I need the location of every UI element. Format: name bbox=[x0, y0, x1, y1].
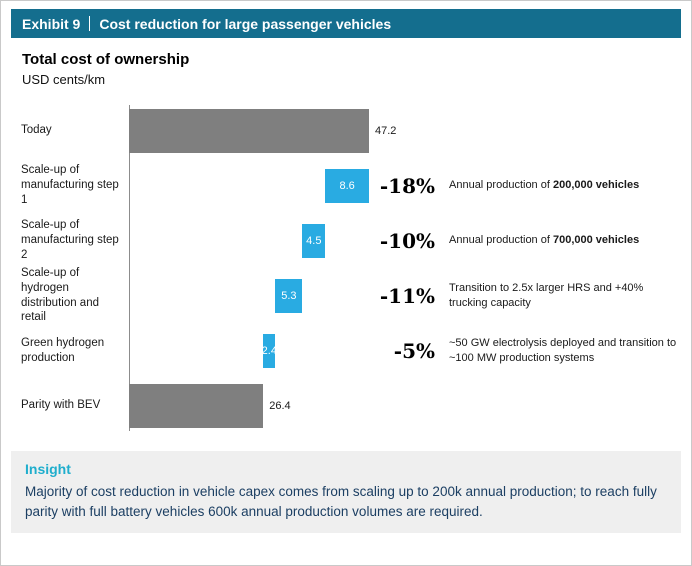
annotation: Annual production of 200,000 vehicles bbox=[435, 178, 681, 193]
chart-rows: Today 47.2 Scale-up of manufacturing ste… bbox=[21, 103, 681, 433]
row-label: Parity with BEV bbox=[21, 399, 101, 412]
header-divider bbox=[89, 16, 91, 31]
bar-track: 26.4 bbox=[129, 378, 369, 433]
bar-manufacturing-step-2 bbox=[302, 223, 326, 258]
percent-label: -18% bbox=[379, 173, 435, 198]
annotation-text: ~50 GW electrolysis deployed and transit… bbox=[449, 336, 677, 364]
bar-track: 47.2 bbox=[129, 103, 396, 158]
bar-manufacturing-step-1 bbox=[325, 168, 369, 203]
bar-value: 4.5 bbox=[306, 234, 322, 247]
row-label: Scale-up of hydrogen distribution and re… bbox=[21, 266, 99, 324]
annotation-text: Annual production of bbox=[449, 234, 553, 247]
annotation-text: Transition to 2.5x larger HRS and +40% t… bbox=[449, 281, 644, 309]
bar-hydrogen-distribution bbox=[275, 278, 303, 313]
chart-row: Scale-up of manufacturing step 1 8.6 -18… bbox=[21, 158, 681, 213]
annotation-bold-text: 700,000 vehicles bbox=[552, 234, 640, 247]
bar-value: 47.2 bbox=[375, 124, 397, 137]
percent-label: -5% bbox=[393, 338, 435, 363]
exhibit-number: Exhibit 9 bbox=[22, 15, 81, 32]
exhibit-title: Cost reduction for large passenger vehic… bbox=[99, 15, 392, 32]
row-label: Scale-up of manufacturing step 2 bbox=[21, 219, 119, 261]
bar-track: 4.5 bbox=[129, 213, 369, 268]
percent-label: -10% bbox=[379, 228, 435, 253]
row-label: Green hydrogen production bbox=[21, 336, 105, 364]
chart-title-block: Total cost of ownership USD cents/km bbox=[11, 38, 681, 87]
chart-row: Scale-up of hydrogen distribution and re… bbox=[21, 266, 681, 324]
bar-value: 2.4 bbox=[261, 344, 277, 357]
bar-track: 5.3 bbox=[129, 268, 369, 323]
waterfall-chart: Today 47.2 Scale-up of manufacturing ste… bbox=[21, 103, 681, 433]
bar-track: 8.6 bbox=[129, 158, 369, 213]
bar-value: 5.3 bbox=[281, 289, 297, 302]
bar-value: 8.6 bbox=[339, 179, 355, 192]
chart-title: Total cost of ownership bbox=[22, 51, 190, 68]
row-label: Scale-up of manufacturing step 1 bbox=[21, 164, 119, 206]
annotation: Annual production of 700,000 vehicles bbox=[435, 233, 681, 248]
insight-heading: Insight bbox=[25, 461, 71, 477]
bar-green-hydrogen bbox=[263, 333, 276, 368]
annotation-text: Annual production of bbox=[449, 179, 553, 192]
chart-row: Today 47.2 bbox=[21, 103, 681, 158]
chart-row: Green hydrogen production 2.4 -5% ~50 GW… bbox=[21, 323, 681, 378]
exhibit-header-bar: Exhibit 9 Cost reduction for large passe… bbox=[11, 9, 681, 38]
bar-track: 2.4 bbox=[129, 323, 369, 378]
bar-today bbox=[129, 108, 369, 153]
chart-row: Parity with BEV 26.4 bbox=[21, 378, 681, 433]
bar-parity-with-bev bbox=[129, 383, 264, 428]
chart-row: Scale-up of manufacturing step 2 4.5 -10… bbox=[21, 213, 681, 268]
bar-value: 26.4 bbox=[269, 399, 291, 412]
chart-axis-line bbox=[129, 105, 130, 431]
annotation: Transition to 2.5x larger HRS and +40% t… bbox=[435, 281, 681, 311]
annotation-bold-text: 200,000 vehicles bbox=[552, 179, 640, 192]
annotation: ~50 GW electrolysis deployed and transit… bbox=[435, 336, 681, 366]
chart-unit-label: USD cents/km bbox=[22, 72, 106, 87]
row-label: Today bbox=[21, 124, 52, 137]
insight-text: Majority of cost reduction in vehicle ca… bbox=[25, 484, 657, 519]
insight-box: Insight Majority of cost reduction in ve… bbox=[11, 451, 681, 534]
percent-label: -11% bbox=[379, 283, 435, 308]
